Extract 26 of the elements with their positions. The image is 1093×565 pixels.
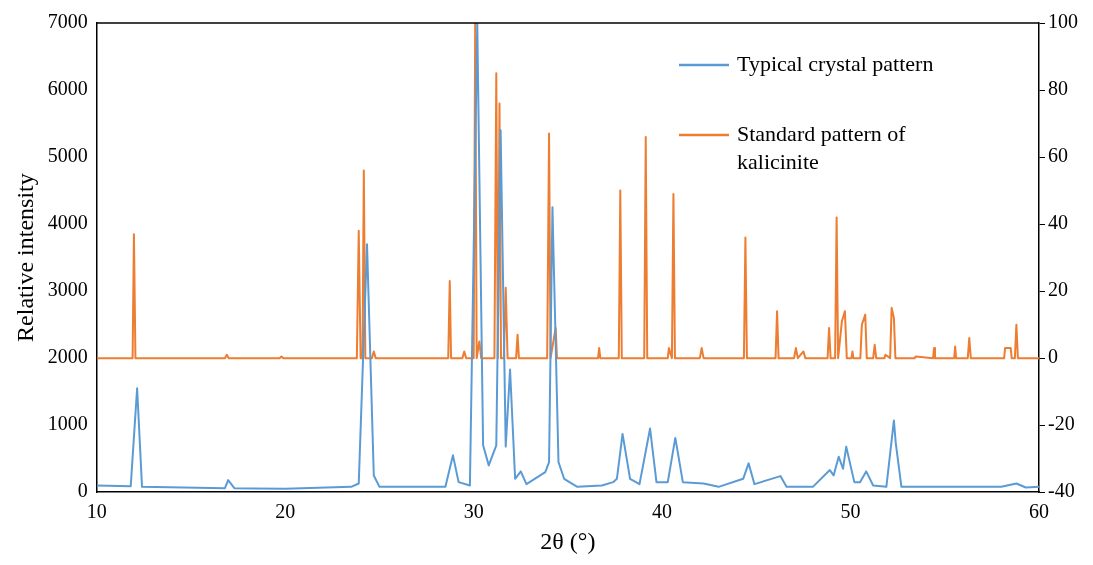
y-tick-label: 2000 (47, 345, 88, 368)
x-tick-label: 30 (463, 500, 484, 523)
y2-tick-label: 0 (1048, 345, 1058, 368)
y-axis-title: Relative intensity (11, 173, 38, 342)
y-tick-label: 5000 (47, 144, 88, 167)
x-axis-title: 2θ (°) (540, 527, 596, 554)
y2-tick-label: 20 (1048, 278, 1068, 301)
legend-label: Typical crystal pattern (737, 50, 934, 76)
y2-tick-label: 100 (1048, 10, 1078, 33)
y-tick-label: 4000 (47, 211, 88, 234)
y2-tick-label: 40 (1048, 211, 1068, 234)
x-tick-label: 60 (1029, 500, 1049, 523)
y-tick-label: 1000 (47, 412, 88, 435)
y-tick-label: 3000 (47, 278, 88, 301)
x-tick-label: 20 (275, 500, 296, 523)
y2-tick-label: -20 (1048, 412, 1075, 435)
y-tick-label: 0 (77, 479, 88, 502)
x-tick-label: 40 (652, 500, 673, 523)
y-tick-label: 6000 (47, 77, 88, 100)
x-tick-label: 10 (86, 500, 107, 523)
y2-tick-label: 60 (1048, 144, 1068, 167)
y2-tick-label: 80 (1048, 77, 1068, 100)
legend-label: Standard pattern of kalicinite (737, 120, 907, 174)
y-tick-label: 7000 (47, 10, 88, 33)
x-tick-label: 50 (840, 500, 861, 523)
y2-tick-label: -40 (1048, 479, 1075, 502)
